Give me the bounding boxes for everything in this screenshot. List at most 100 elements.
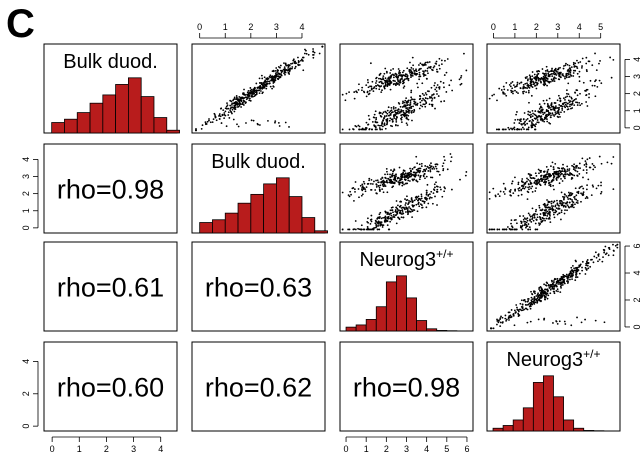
histogram-bar <box>583 430 595 432</box>
scatter-point <box>378 186 381 189</box>
tick-label: 0 <box>197 22 202 32</box>
scatter-point <box>564 193 566 196</box>
scatter-point <box>423 172 426 175</box>
scatter-point <box>502 92 505 95</box>
tick-label: 4 <box>632 271 642 276</box>
panel-frame-r3-c2 <box>339 341 474 432</box>
scatter-point <box>405 199 408 202</box>
scatter-point <box>541 68 544 70</box>
scatter-point <box>564 96 567 99</box>
scatter-point <box>559 173 562 176</box>
scatter-point <box>535 87 538 90</box>
scatter-point <box>383 72 386 75</box>
histogram-bar <box>406 297 417 332</box>
scatter-point <box>384 218 387 221</box>
scatter-point <box>394 111 397 114</box>
scatter-point <box>436 93 438 95</box>
scatter-point <box>426 67 429 70</box>
scatter-point <box>568 64 571 67</box>
scatter-point <box>566 168 569 171</box>
scatter-point <box>562 275 565 278</box>
scatter-point <box>218 113 221 115</box>
scatter-point <box>442 169 445 172</box>
scatter-point <box>223 117 226 120</box>
scatter-point <box>569 68 572 71</box>
scatter-point <box>530 302 533 305</box>
scatter-point <box>553 172 556 175</box>
scatter-point <box>429 196 432 199</box>
scatter-point <box>542 83 545 86</box>
scatter-point <box>586 70 588 73</box>
scatter-point <box>278 125 281 127</box>
scatter-point <box>544 298 546 301</box>
scatter-point <box>547 110 550 113</box>
scatter-point <box>555 282 558 284</box>
scatter-point <box>409 69 412 71</box>
scatter-point <box>552 166 555 168</box>
scatter-point <box>389 176 392 178</box>
scatter-point <box>582 191 585 194</box>
tick-label: 2 <box>21 391 31 396</box>
scatter-point <box>530 94 533 97</box>
panel-frame-r1-c3 <box>486 143 621 234</box>
scatter-point <box>393 117 396 120</box>
scatter-point <box>403 170 406 172</box>
scatter-point <box>541 220 544 223</box>
scatter-point <box>580 102 583 105</box>
scatter-point <box>585 93 588 96</box>
scatter-point <box>519 302 522 305</box>
scatter-point <box>266 82 269 85</box>
scatter-point <box>498 195 501 197</box>
scatter-point <box>208 119 210 122</box>
scatter-point <box>585 69 588 71</box>
scatter-point <box>386 109 389 112</box>
scatter-point <box>553 290 556 293</box>
scatter-point <box>386 170 388 173</box>
scatter-point <box>529 215 532 218</box>
scatter-point <box>532 80 534 83</box>
scatter-point <box>405 107 408 110</box>
scatter-point <box>240 96 243 99</box>
scatter-point <box>556 213 559 216</box>
scatter-point <box>559 291 562 294</box>
scatter-point <box>535 123 537 125</box>
scatter-point <box>428 197 431 200</box>
scatter-point <box>537 72 540 75</box>
scatter-point <box>572 273 574 275</box>
scatter-point <box>252 91 255 94</box>
scatter-point <box>584 266 587 269</box>
diagonal-label-0: Bulk duod. <box>63 51 158 73</box>
scatter-point <box>549 112 552 115</box>
scatter-point <box>572 271 575 274</box>
scatter-point <box>439 186 442 189</box>
scatter-point <box>375 80 378 82</box>
scatter-point <box>548 97 551 100</box>
scatter-point <box>420 99 423 102</box>
scatter-point <box>422 103 425 106</box>
scatter-point <box>300 58 303 61</box>
scatter-point <box>567 191 570 194</box>
scatter-point <box>528 114 531 117</box>
scatter-point <box>576 101 579 104</box>
scatter-point <box>206 120 209 123</box>
scatter-point <box>195 129 197 132</box>
scatter-point <box>409 72 411 74</box>
histogram-bar <box>355 324 367 332</box>
scatter-point <box>428 61 431 63</box>
scatter-point <box>263 76 266 79</box>
scatter-point <box>510 89 512 92</box>
scatter-point <box>250 119 253 122</box>
scatter-point <box>565 74 568 77</box>
histogram-bar <box>76 112 91 134</box>
scatter-point <box>413 108 416 111</box>
scatter-point <box>570 269 573 272</box>
scatter-point <box>398 102 401 105</box>
scatter-point <box>567 93 570 96</box>
scatter-point <box>534 81 537 84</box>
scatter-point <box>394 214 397 217</box>
scatter-point <box>387 177 389 180</box>
scatter-point <box>522 118 525 120</box>
scatter-point <box>543 102 546 105</box>
scatter-point <box>386 224 389 227</box>
scatter-point <box>400 117 402 120</box>
